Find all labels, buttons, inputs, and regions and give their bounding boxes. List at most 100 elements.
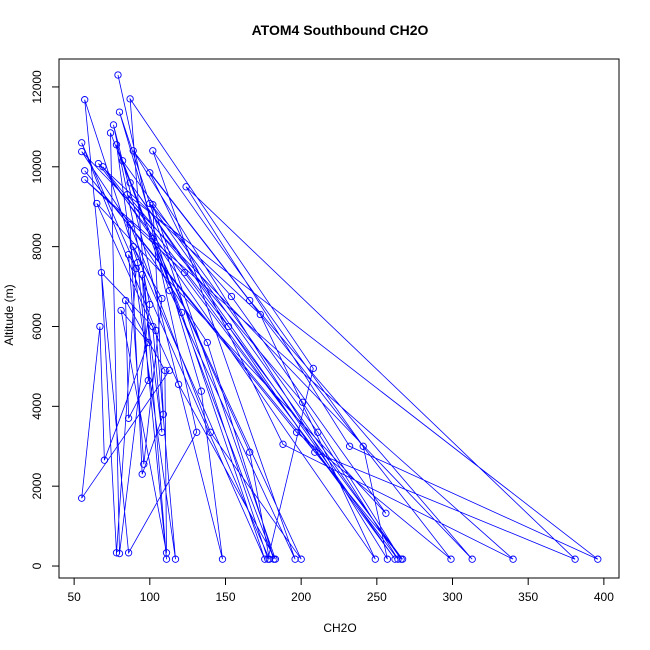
y-tick-label: 8000 xyxy=(30,233,44,260)
data-point xyxy=(123,191,131,199)
data-point xyxy=(309,364,317,373)
data-point xyxy=(146,300,154,309)
data-point xyxy=(109,121,118,129)
series-line xyxy=(81,74,599,561)
data-point xyxy=(182,183,190,191)
data-point xyxy=(129,147,137,155)
data-point xyxy=(224,322,233,331)
data-point xyxy=(171,555,180,563)
data-point xyxy=(180,268,189,277)
data-point xyxy=(118,157,127,165)
data-point xyxy=(447,555,455,563)
data-point xyxy=(509,555,517,563)
data-point xyxy=(149,147,157,155)
data-point xyxy=(146,169,154,177)
x-tick-label: 150 xyxy=(215,590,235,604)
data-point xyxy=(279,440,287,448)
data-point xyxy=(140,460,148,468)
data-point xyxy=(158,294,166,303)
data-point xyxy=(193,428,201,436)
data-point xyxy=(78,147,86,156)
data-point xyxy=(81,167,89,175)
x-axis: 50 100 150 200 250 300 350 400 xyxy=(67,578,614,604)
data-point xyxy=(165,286,174,295)
data-point xyxy=(371,555,379,563)
data-point xyxy=(359,442,367,450)
data-point xyxy=(165,366,174,375)
data-point xyxy=(197,387,205,395)
x-axis-label: CH2O xyxy=(323,621,356,635)
data-point xyxy=(246,296,254,305)
data-point xyxy=(112,549,121,557)
y-axis-label: Altitude (m) xyxy=(2,284,16,345)
data-point xyxy=(138,270,146,279)
y-tick-label: 2000 xyxy=(30,473,44,500)
data-point xyxy=(149,235,157,243)
plot-frame xyxy=(58,58,620,579)
data-point xyxy=(124,250,133,259)
data-point xyxy=(132,264,140,273)
data-point xyxy=(297,555,305,563)
data-point xyxy=(100,456,109,464)
data-point xyxy=(161,366,169,375)
data-point xyxy=(383,555,392,563)
data-point xyxy=(115,108,124,116)
y-tick-label: 4000 xyxy=(30,393,44,420)
data-point xyxy=(158,428,166,436)
data-point xyxy=(78,494,86,502)
data-point xyxy=(97,268,106,277)
data-point xyxy=(81,96,89,104)
x-tick-label: 200 xyxy=(291,590,311,604)
data-point xyxy=(162,549,171,557)
data-point xyxy=(126,95,134,103)
data-point xyxy=(345,442,354,450)
x-tick-label: 300 xyxy=(442,590,462,604)
data-point xyxy=(397,555,405,563)
data-point xyxy=(114,71,122,79)
data-point xyxy=(124,549,133,557)
data-point xyxy=(124,414,133,422)
data-point xyxy=(174,380,183,389)
data-point xyxy=(382,509,390,517)
data-point xyxy=(265,555,274,563)
data-point xyxy=(121,296,130,305)
data-point xyxy=(594,555,602,563)
chart-title: ATOM4 Southbound CH2O xyxy=(252,22,429,38)
data-point xyxy=(468,555,476,563)
data-point xyxy=(96,322,104,331)
data-point xyxy=(571,555,579,563)
data-point xyxy=(206,428,215,436)
y-tick-label: 6000 xyxy=(30,313,44,340)
x-tick-label: 400 xyxy=(594,590,614,604)
data-point xyxy=(93,199,101,208)
data-point xyxy=(81,175,89,184)
y-tick-label: 12000 xyxy=(30,70,44,104)
data-point xyxy=(144,338,152,347)
data-point xyxy=(126,179,134,187)
data-point xyxy=(299,398,307,406)
data-point xyxy=(149,201,157,209)
y-tick-label: 0 xyxy=(30,562,44,569)
data-point xyxy=(149,322,157,331)
data-point xyxy=(106,129,115,137)
data-point xyxy=(99,163,107,171)
x-tick-label: 350 xyxy=(518,590,538,604)
data-point xyxy=(138,470,146,478)
data-point xyxy=(261,555,269,563)
data-point xyxy=(126,221,134,229)
data-point xyxy=(394,555,402,563)
data-point xyxy=(314,428,322,436)
data-point xyxy=(218,555,227,563)
data-point xyxy=(292,428,301,436)
data-point xyxy=(159,410,168,418)
y-axis: 0 2000 4000 6000 8000 10000 12000 xyxy=(30,70,59,569)
data-point xyxy=(256,310,264,319)
data-point xyxy=(227,292,236,301)
data-point xyxy=(112,141,121,149)
data-point xyxy=(129,242,137,251)
data-point xyxy=(203,338,211,347)
data-point xyxy=(117,306,125,315)
data-point xyxy=(115,549,124,558)
data-point xyxy=(311,448,319,456)
